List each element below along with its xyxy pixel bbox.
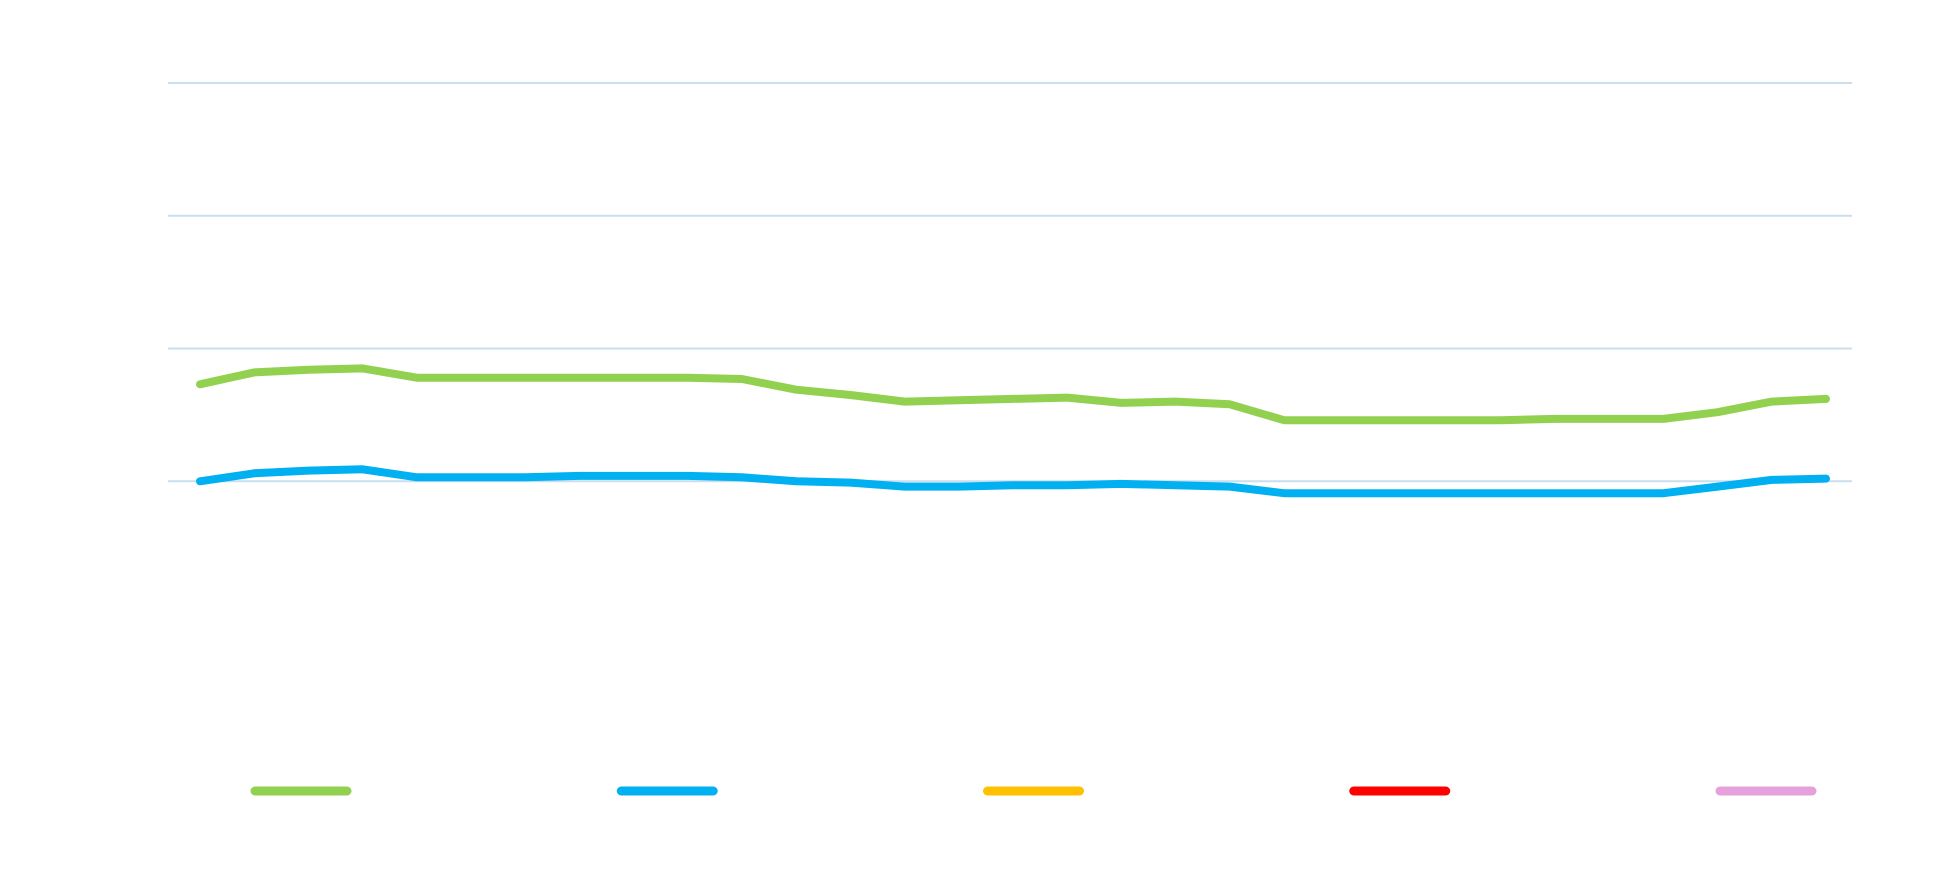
series-lines [196, 364, 1830, 498]
gridlines [168, 82, 1852, 483]
series-line [196, 465, 1830, 498]
series-line [196, 364, 1830, 425]
